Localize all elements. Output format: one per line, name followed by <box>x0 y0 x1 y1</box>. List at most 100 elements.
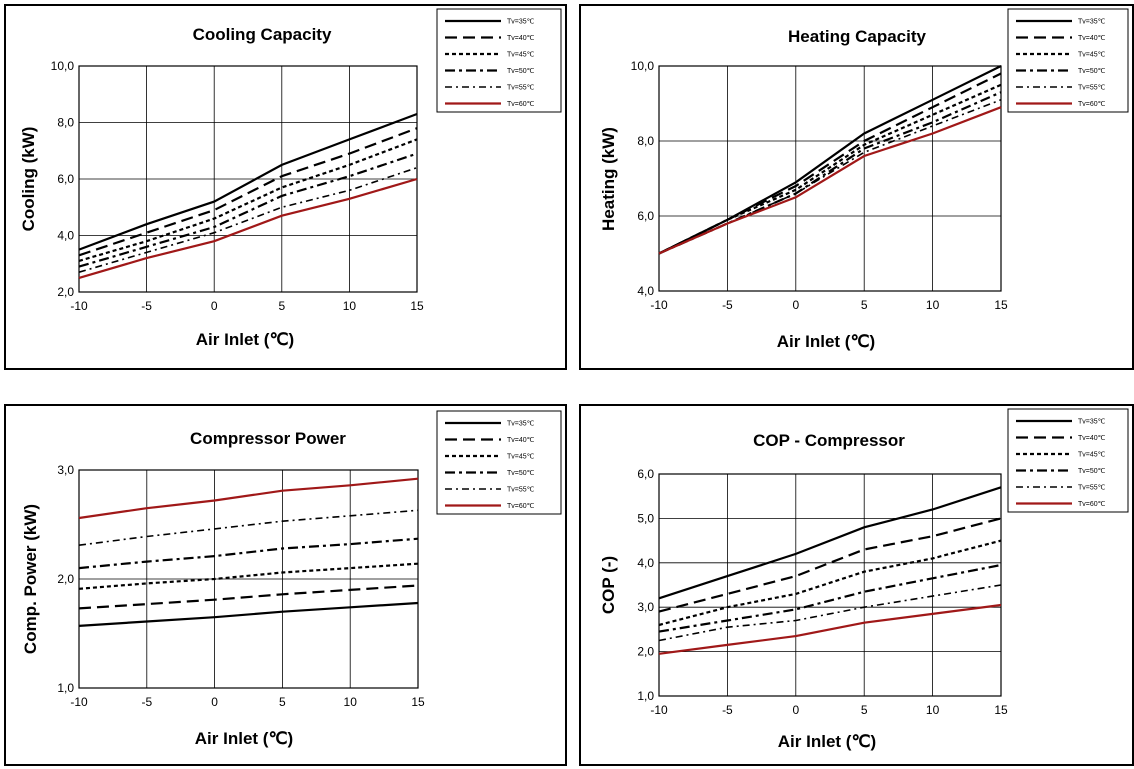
series-line-2 <box>78 127 418 257</box>
series-line-6 <box>658 106 1002 255</box>
series-line-2 <box>658 72 1002 255</box>
x-tick-label: 15 <box>994 703 1008 717</box>
x-tick-label: -10 <box>70 695 88 709</box>
x-axis-label: Air Inlet (℃) <box>196 330 294 349</box>
y-tick-label: 3,0 <box>637 600 654 614</box>
x-tick-label: 15 <box>994 298 1008 312</box>
chart-title: COP - Compressor <box>753 431 905 450</box>
plot-frame <box>658 473 1002 697</box>
legend-box <box>436 8 562 113</box>
series-line-3 <box>658 83 1002 255</box>
legend-box <box>436 410 562 515</box>
legend-label-6: Tv=60℃ <box>507 503 535 510</box>
legend-label-2: Tv=40℃ <box>1078 435 1106 442</box>
y-tick-label: 2,0 <box>57 285 74 299</box>
x-tick-label: -5 <box>722 703 733 717</box>
x-tick-label: 0 <box>792 703 799 717</box>
legend-label-3: Tv=45℃ <box>1078 52 1106 59</box>
chart-title: Cooling Capacity <box>193 25 332 44</box>
x-tick-label: 10 <box>926 703 940 717</box>
legend-label-5: Tv=55℃ <box>507 85 535 92</box>
x-tick-label: -5 <box>141 299 152 313</box>
y-axis-label: Heating (kW) <box>599 127 618 231</box>
x-tick-label: 5 <box>279 695 286 709</box>
x-tick-label: 0 <box>211 695 218 709</box>
legend-label-6: Tv=60℃ <box>507 101 535 108</box>
series-line-6 <box>658 603 1002 655</box>
legend-label-3: Tv=45℃ <box>1078 452 1106 459</box>
series-line-4 <box>78 537 419 570</box>
cop-compressor-panel: -10 -5 0 5 10 15 1,0 2,0 3,0 4,0 5,0 6,0 COP - Compr… <box>579 404 1134 766</box>
series-line-3 <box>658 539 1002 627</box>
y-tick-label: 2,0 <box>637 645 654 659</box>
series-line-4 <box>658 91 1002 255</box>
series-line-2 <box>78 584 419 610</box>
heating-capacity-chart: -10 -5 0 5 10 15 4,0 6,0 8,0 10,0 Heating Capacity… <box>599 8 1129 351</box>
y-tick-label: 4,0 <box>637 284 654 298</box>
legend-label-6: Tv=60℃ <box>1078 501 1106 508</box>
series-line-6 <box>78 177 418 279</box>
x-tick-label: 0 <box>211 299 218 313</box>
series-line-1 <box>78 112 418 251</box>
series-line-2 <box>658 517 1002 613</box>
legend-label-4: Tv=50℃ <box>1078 68 1106 75</box>
cooling-capacity-panel: -10 -5 0 5 10 15 2,0 4,0 6,0 8,0 10,0 Cooling Capac… <box>4 4 567 370</box>
y-tick-label: 6,0 <box>637 467 654 481</box>
chart-title: Compressor Power <box>190 429 346 448</box>
y-axis-label: Comp. Power (kW) <box>21 504 40 654</box>
x-axis-label: Air Inlet (℃) <box>777 332 875 351</box>
legend-label-3: Tv=45℃ <box>507 454 535 461</box>
x-tick-label: 5 <box>861 298 868 312</box>
y-tick-label: 10,0 <box>51 59 75 73</box>
series-line-5 <box>658 584 1002 642</box>
x-tick-label: 5 <box>278 299 285 313</box>
series-line-5 <box>78 509 419 546</box>
legend-label-1: Tv=35℃ <box>1078 419 1106 426</box>
x-tick-label: 15 <box>411 695 425 709</box>
legend-label-5: Tv=55℃ <box>1078 485 1106 492</box>
y-tick-label: 3,0 <box>57 463 74 477</box>
series-line-6 <box>78 477 419 520</box>
y-tick-label: 8,0 <box>637 134 654 148</box>
x-tick-label: 10 <box>926 298 940 312</box>
y-tick-label: 4,0 <box>57 229 74 243</box>
y-tick-label: 10,0 <box>631 59 655 73</box>
legend-label-2: Tv=40℃ <box>507 35 535 42</box>
cooling-capacity-chart: -10 -5 0 5 10 15 2,0 4,0 6,0 8,0 10,0 Cooling Capac… <box>19 8 562 349</box>
cop-compressor-chart: -10 -5 0 5 10 15 1,0 2,0 3,0 4,0 5,0 6,0 COP - Compr… <box>599 408 1129 751</box>
legend-label-2: Tv=40℃ <box>507 437 535 444</box>
legend-label-4: Tv=50℃ <box>507 470 535 477</box>
legend-label-5: Tv=55℃ <box>1078 85 1106 92</box>
y-tick-label: 1,0 <box>57 681 74 695</box>
x-tick-label: -10 <box>650 298 668 312</box>
plot-frame <box>78 469 419 689</box>
x-tick-label: -10 <box>70 299 88 313</box>
legend-box <box>1007 408 1129 513</box>
series-line-1 <box>78 601 419 627</box>
heating-capacity-panel: -10 -5 0 5 10 15 4,0 6,0 8,0 10,0 Heating Capacity… <box>579 4 1134 370</box>
y-axis-label: Cooling (kW) <box>19 127 38 232</box>
plot-frame <box>658 65 1002 292</box>
y-tick-label: 6,0 <box>57 172 74 186</box>
series-line-3 <box>78 562 419 590</box>
series-line-3 <box>78 138 418 262</box>
compressor-power-chart: -10 -5 0 5 10 15 1,0 2,0 3,0 Compressor Power Air … <box>21 410 562 748</box>
x-tick-label: 15 <box>410 299 424 313</box>
legend-label-3: Tv=45℃ <box>507 52 535 59</box>
y-tick-label: 2,0 <box>57 572 74 586</box>
legend-label-1: Tv=35℃ <box>507 421 535 428</box>
x-tick-label: -5 <box>722 298 733 312</box>
legend-label-1: Tv=35℃ <box>1078 19 1106 26</box>
y-tick-label: 1,0 <box>637 689 654 703</box>
series-line-1 <box>658 486 1002 600</box>
y-tick-label: 6,0 <box>637 209 654 223</box>
y-axis-label: COP (-) <box>599 556 618 614</box>
series-line-4 <box>78 152 418 268</box>
legend-label-6: Tv=60℃ <box>1078 101 1106 108</box>
y-tick-label: 5,0 <box>637 511 654 525</box>
x-tick-label: 5 <box>861 703 868 717</box>
series-line-4 <box>658 563 1002 633</box>
legend-label-1: Tv=35℃ <box>507 19 535 26</box>
x-axis-label: Air Inlet (℃) <box>778 732 876 751</box>
legend-label-2: Tv=40℃ <box>1078 35 1106 42</box>
